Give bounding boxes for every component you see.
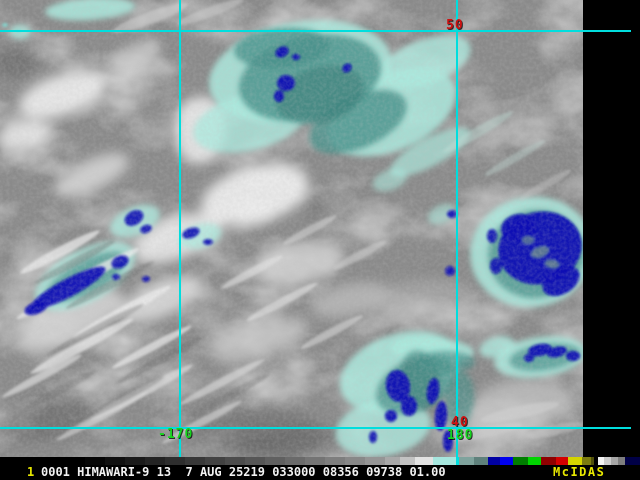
longitude-gridline-left	[179, 0, 181, 465]
status-bar: 1 0001 HIMAWARI-9 13 7 AUG 25219 033000 …	[0, 465, 640, 480]
mcidas-brand: McIDAS	[553, 465, 606, 479]
latitude-gridline-bottom	[0, 427, 631, 429]
latitude-gridline-top	[0, 30, 631, 32]
longitude-label-left: -170	[158, 427, 194, 442]
cloud-imagery	[0, 0, 640, 457]
latitude-label-bottom: 40	[451, 415, 469, 430]
latitude-label-top: 50	[446, 18, 464, 33]
frame-number: 1	[27, 465, 35, 479]
satellite-image[interactable]	[0, 0, 640, 457]
film-grain	[0, 0, 640, 457]
no-data-region	[583, 0, 640, 457]
enhancement-colorbar	[0, 457, 640, 465]
longitude-label-right: 180	[447, 428, 474, 443]
image-info-text: 0001 HIMAWARI-9 13 7 AUG 25219 033000 08…	[41, 465, 446, 479]
longitude-gridline-right	[456, 0, 458, 465]
